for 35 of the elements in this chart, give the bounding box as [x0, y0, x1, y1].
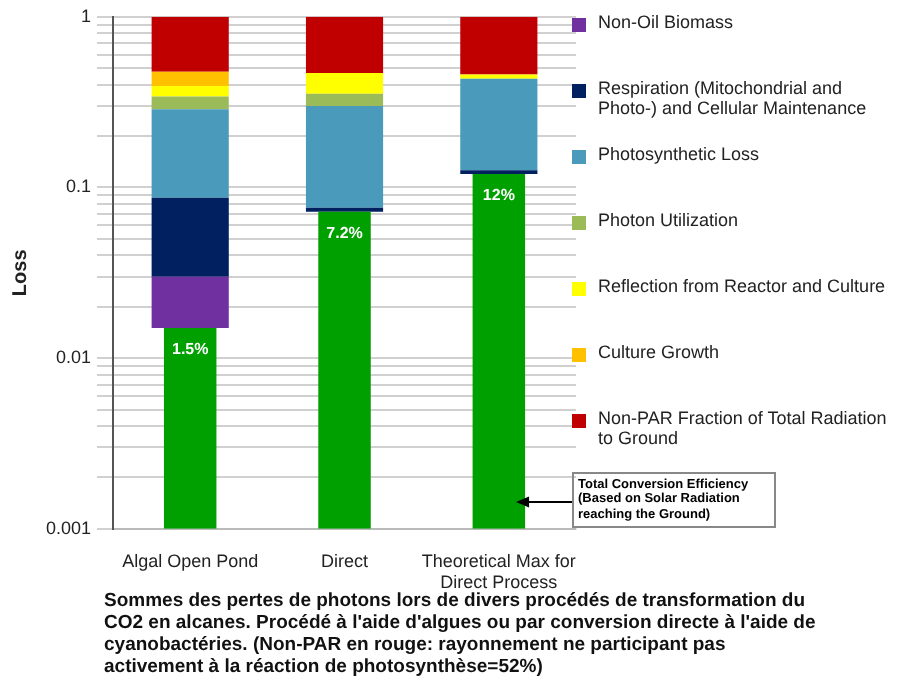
data-label: 7.2%	[326, 224, 363, 243]
bar	[151, 109, 229, 198]
bar	[151, 16, 229, 72]
legend-label: Respiration (Mitochondrial and Photo-) and Cellular Maintenance	[598, 78, 869, 118]
legend-label: Non-Oil Biomass	[598, 12, 734, 32]
legend-label: Photosynthetic Loss	[598, 144, 760, 164]
bar	[305, 72, 384, 94]
y-tick-label: 0.001	[45, 517, 92, 538]
x-tick-label: Direct	[321, 550, 370, 571]
y-axis-title: Loss	[9, 248, 32, 297]
text: Sommes des pertes de photons lors de divers procédés de transformation du CO2 en alcanes. Procédé à l'aide d'algues ou par conversion directe à l'aide de cyanobactéries. (Non-PAR en rouge: rayonnement ne participant pas activement à la réaction de photosynthèse=52%)	[104, 590, 818, 680]
x-tick-label: Algal Open Pond	[122, 550, 259, 571]
x-tick-label: Theoretical Max for Direct Process	[421, 550, 576, 593]
data-label: 12%	[482, 186, 515, 205]
legend-label: Non-PAR Fraction of Total Radiation to Ground	[598, 408, 889, 448]
bar	[151, 86, 229, 97]
bar	[151, 276, 229, 329]
bar	[472, 173, 526, 529]
y-tick-label: 0.01	[55, 347, 92, 368]
bar	[305, 16, 384, 73]
bar	[305, 106, 384, 208]
bar	[163, 328, 217, 529]
legend-label: Photon Utilization	[598, 210, 739, 230]
bar	[151, 197, 229, 277]
legend-label: Culture Growth	[598, 342, 720, 362]
y-tick-label: 0.1	[66, 176, 92, 197]
legend-label: Reflection from Reactor and Culture	[598, 276, 886, 296]
bar	[151, 71, 229, 87]
bar	[151, 96, 229, 110]
data-label: 1.5%	[171, 340, 209, 359]
y-tick-label: 1	[81, 5, 92, 26]
bar	[305, 93, 384, 107]
bar	[318, 211, 371, 529]
bar	[460, 78, 538, 171]
bar	[460, 16, 538, 75]
